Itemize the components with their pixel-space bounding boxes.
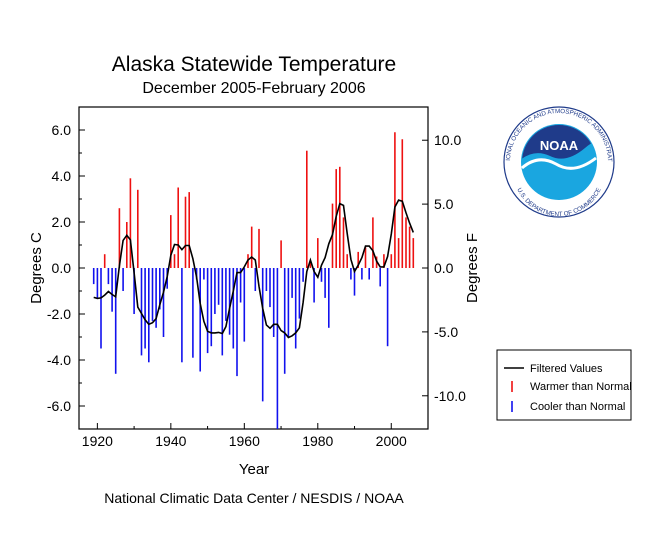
plot-frame bbox=[78, 106, 429, 430]
x-tick-label: 1960 bbox=[229, 433, 260, 449]
x-tick-label: 1920 bbox=[82, 433, 113, 449]
x-tick-label: 1940 bbox=[155, 433, 186, 449]
y-tick-label-left: 6.0 bbox=[52, 122, 72, 138]
y-tick-label-right: -10.0 bbox=[434, 388, 466, 404]
legend: Filtered Values Warmer than Normal Coole… bbox=[496, 349, 632, 421]
y-tick-label-left: -2.0 bbox=[47, 306, 71, 322]
x-axis-label: Year bbox=[239, 461, 269, 478]
bars-layer bbox=[92, 132, 415, 429]
y-tick-label-left: 4.0 bbox=[52, 168, 72, 184]
tick-labels-layer: -6.0 -4.0 -2.0 0.0 2.0 4.0 6.0 -10.0 -5.0 0.0 5.0 1… bbox=[47, 122, 466, 449]
legend-filtered-label: Filtered Values bbox=[530, 363, 603, 375]
filtered-values-line bbox=[93, 199, 415, 339]
chart-title: Alaska Statewide Temperature bbox=[112, 53, 396, 76]
y-tick-label-right: 5.0 bbox=[434, 196, 454, 212]
legend-box bbox=[496, 349, 632, 421]
logo-wordmark: NOAA bbox=[540, 138, 579, 153]
y-tick-label-left: 0.0 bbox=[52, 260, 72, 276]
credit-line: National Climatic Data Center / NESDIS /… bbox=[104, 490, 404, 506]
ticks-layer bbox=[79, 106, 429, 430]
y-tick-label-left: -4.0 bbox=[47, 352, 71, 368]
y-tick-label-right: 10.0 bbox=[434, 132, 461, 148]
y-axis-label-right: Degrees F bbox=[464, 233, 481, 303]
legend-warm-label: Warmer than Normal bbox=[530, 381, 632, 393]
x-tick-label: 2000 bbox=[376, 433, 407, 449]
y-tick-label-left: 2.0 bbox=[52, 214, 72, 230]
logo-wave-icon bbox=[521, 156, 597, 170]
y-tick-label-left: -6.0 bbox=[47, 398, 71, 414]
y-tick-label-right: 0.0 bbox=[434, 260, 454, 276]
x-tick-label: 1980 bbox=[302, 433, 333, 449]
chart-subtitle: December 2005-February 2006 bbox=[142, 80, 365, 97]
y-tick-label-right: -5.0 bbox=[434, 324, 458, 340]
y-axis-label-left: Degrees C bbox=[28, 232, 45, 304]
legend-cool-label: Cooler than Normal bbox=[530, 401, 625, 413]
